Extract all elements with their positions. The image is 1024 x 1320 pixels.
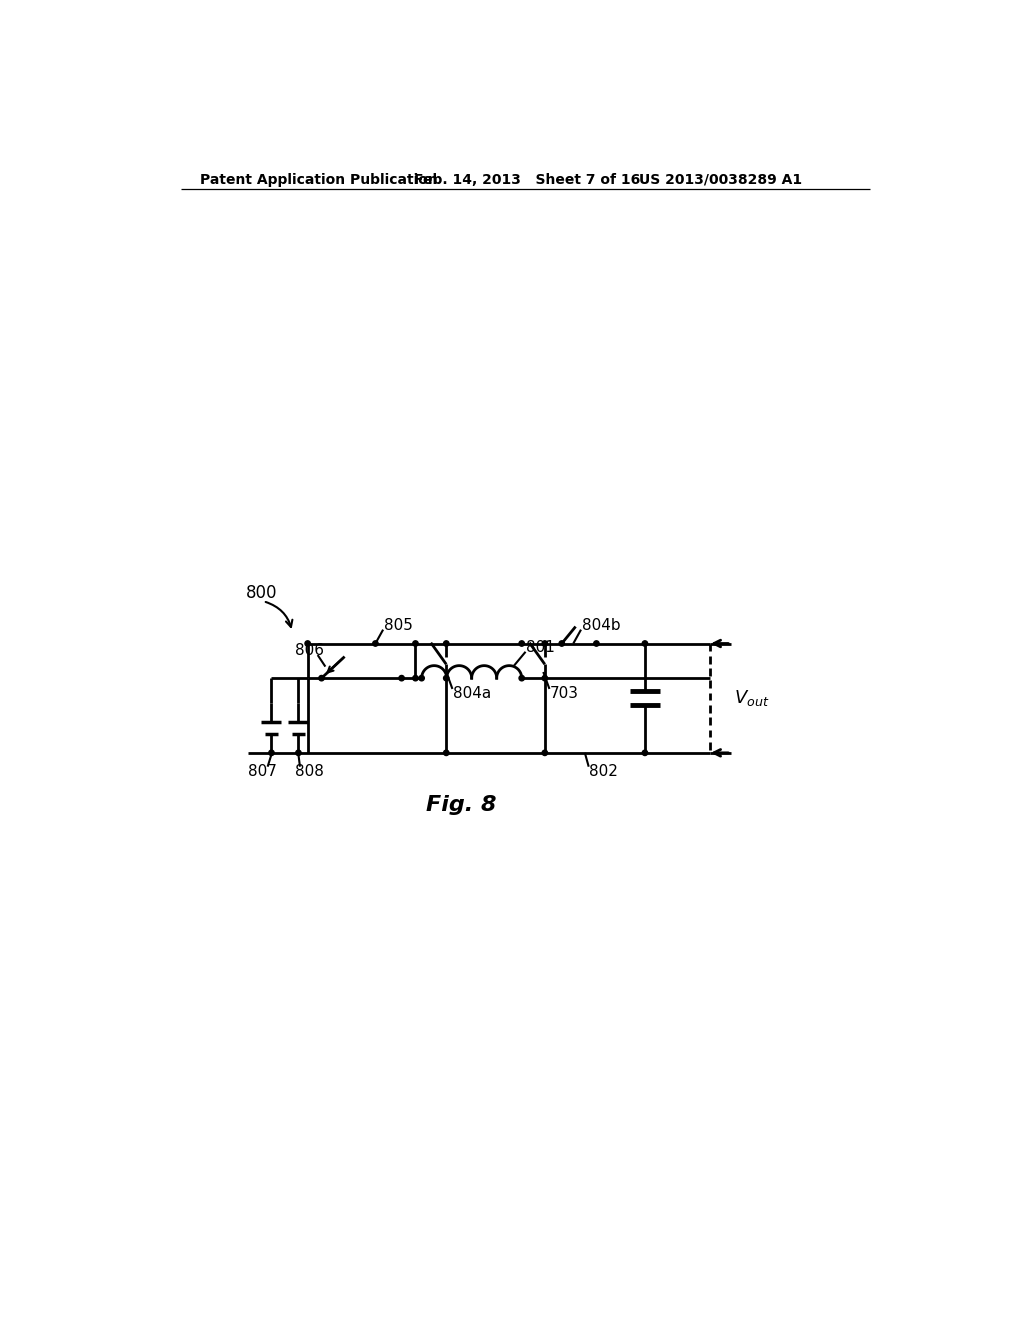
Text: Fig. 8: Fig. 8 <box>426 795 497 816</box>
Circle shape <box>443 676 449 681</box>
Text: US 2013/0038289 A1: US 2013/0038289 A1 <box>639 173 802 187</box>
FancyArrowPatch shape <box>265 602 293 627</box>
Circle shape <box>559 640 564 647</box>
Text: $V_{out}$: $V_{out}$ <box>734 688 770 708</box>
Text: 801: 801 <box>526 640 555 655</box>
Circle shape <box>594 640 599 647</box>
Circle shape <box>419 676 424 681</box>
Circle shape <box>542 640 548 647</box>
Circle shape <box>642 640 647 647</box>
Text: 804b: 804b <box>582 618 621 632</box>
Circle shape <box>542 750 548 755</box>
Circle shape <box>443 750 449 755</box>
Text: 802: 802 <box>590 764 618 779</box>
Circle shape <box>399 676 404 681</box>
Text: 807: 807 <box>249 764 278 779</box>
Circle shape <box>296 750 301 755</box>
Circle shape <box>373 640 378 647</box>
Text: 805: 805 <box>384 618 413 632</box>
Circle shape <box>443 640 449 647</box>
Circle shape <box>642 750 647 755</box>
Text: 808: 808 <box>295 764 324 779</box>
Circle shape <box>542 676 548 681</box>
Text: 800: 800 <box>246 585 278 602</box>
Text: Feb. 14, 2013   Sheet 7 of 16: Feb. 14, 2013 Sheet 7 of 16 <box>414 173 640 187</box>
Circle shape <box>519 640 524 647</box>
Circle shape <box>413 676 418 681</box>
Text: Patent Application Publication: Patent Application Publication <box>200 173 437 187</box>
Circle shape <box>519 676 524 681</box>
Text: 703: 703 <box>550 686 580 701</box>
Circle shape <box>318 676 325 681</box>
Text: 804a: 804a <box>454 686 492 701</box>
Circle shape <box>413 640 418 647</box>
Circle shape <box>268 750 274 755</box>
Text: 806: 806 <box>295 643 324 657</box>
Circle shape <box>305 640 310 647</box>
